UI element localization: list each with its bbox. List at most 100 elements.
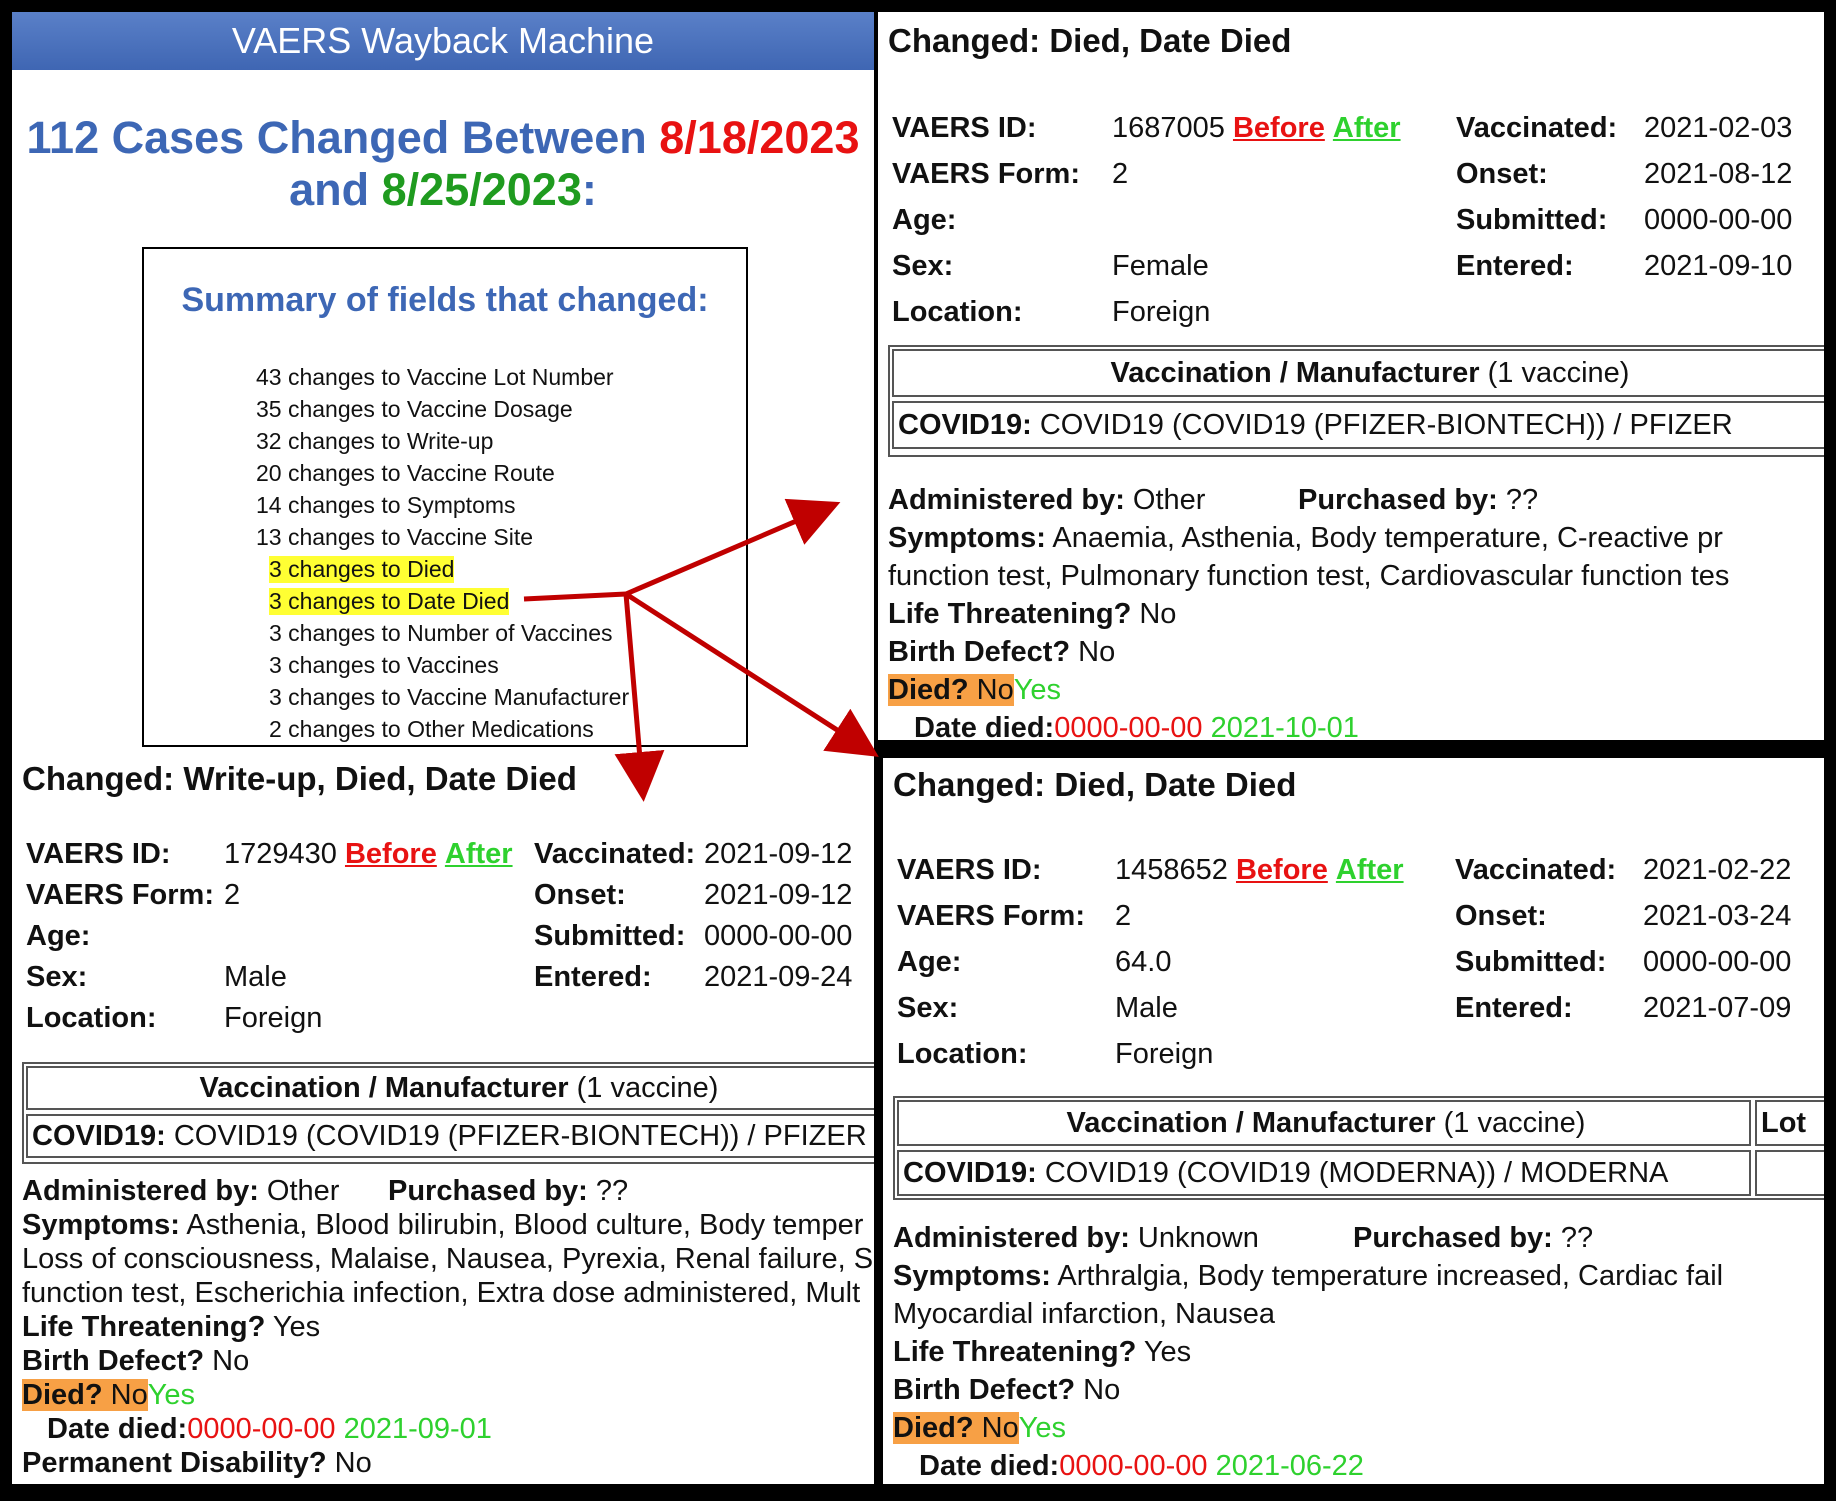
symptoms-line-3: function test, Escherichia infection, Ex… xyxy=(22,1277,861,1309)
headline-and: and xyxy=(289,164,382,215)
date-died-after: 2021-09-01 xyxy=(335,1413,492,1445)
after-link[interactable]: After xyxy=(1332,112,1401,144)
birth-defect-label: Birth Defect? xyxy=(893,1374,1076,1406)
vaers-id-value: 1687005 xyxy=(1112,112,1225,144)
birth-defect-line: Birth Defect? No xyxy=(888,636,1115,669)
date-died-line: Date died:0000-00-00 2021-10-01 xyxy=(914,712,1359,740)
record-changed-title: Changed: Died, Date Died xyxy=(893,766,1297,803)
vaccine-name: COVID19 (COVID19 (MODERNA)) / MODERNA xyxy=(1036,1157,1669,1189)
table-header-count: (1 vaccine) xyxy=(568,1072,719,1104)
vaccination-table: Vaccination / Manufacturer (1 vaccine) C… xyxy=(888,345,1824,457)
record-changed-title: Changed: Write-up, Died, Date Died xyxy=(22,760,577,797)
birth-defect-line: Birth Defect? No xyxy=(22,1345,249,1378)
vaccine-row: COVID19: COVID19 (COVID19 (PFIZER-BIONTE… xyxy=(26,1114,874,1158)
table-header-bold: Vaccination / Manufacturer xyxy=(199,1072,569,1104)
life-threatening-value: No xyxy=(1131,598,1177,630)
bottom-right-panel: Changed: Died, Date Died VAERS ID: 14586… xyxy=(883,758,1824,1484)
life-threatening-value: Yes xyxy=(265,1311,321,1343)
onset-value: 2021-09-12 xyxy=(704,879,853,911)
headline-line-2: and 8/25/2023: xyxy=(12,164,874,216)
submitted-label: Submitted: xyxy=(1455,946,1607,978)
symptoms-line-2: Loss of consciousness, Malaise, Nausea, … xyxy=(22,1243,874,1275)
vaers-id-label: VAERS ID: xyxy=(26,838,171,870)
submitted-label: Submitted: xyxy=(1456,204,1608,236)
date-died-line: Date died:0000-00-00 2021-06-22 xyxy=(919,1450,1364,1483)
vaccine-row: COVID19: COVID19 (COVID19 (PFIZER-BIONTE… xyxy=(892,401,1824,449)
summary-item-died-highlighted: 3 changes to Died xyxy=(269,556,455,583)
died-badge: Died? No xyxy=(888,674,1014,706)
location-label: Location: xyxy=(26,1002,157,1034)
before-link[interactable]: Before xyxy=(1232,112,1325,144)
date-died-after: 2021-06-22 xyxy=(1207,1450,1364,1482)
sex-value: Female xyxy=(1112,250,1209,282)
summary-item: 20 changes to Vaccine Route xyxy=(256,460,555,486)
died-before-value: No xyxy=(102,1379,148,1411)
entered-label: Entered: xyxy=(534,961,652,993)
life-threatening-line: Life Threatening? Yes xyxy=(893,1336,1191,1369)
after-link[interactable]: After xyxy=(1335,854,1404,886)
vaers-form-value: 2 xyxy=(1115,900,1132,932)
symptoms-line: Symptoms: Asthenia, Blood bilirubin, Blo… xyxy=(22,1209,863,1242)
summary-box: Summary of fields that changed: 43 chang… xyxy=(142,247,748,747)
submitted-label: Submitted: xyxy=(534,920,686,952)
vaers-id-value: 1458652 xyxy=(1115,854,1228,886)
vaccination-table-header: Vaccination / Manufacturer (1 vaccine) xyxy=(892,349,1824,397)
died-line: Died? NoYes xyxy=(22,1379,195,1412)
died-label: Died? xyxy=(888,674,969,706)
summary-item: 13 changes to Vaccine Site xyxy=(256,524,534,550)
administered-line: Administered by: Unknown xyxy=(893,1222,1259,1255)
vaccine-name: COVID19 (COVID19 (PFIZER-BIONTECH)) / PF… xyxy=(165,1120,867,1152)
age-label: Age: xyxy=(897,946,962,978)
administered-label: Administered by: xyxy=(893,1222,1130,1254)
sex-label: Sex: xyxy=(892,250,954,282)
vaers-id-value: 1729430 xyxy=(224,838,337,870)
life-threatening-line: Life Threatening? Yes xyxy=(22,1311,320,1344)
date-died-label: Date died: xyxy=(47,1413,188,1445)
symptoms-value: Arthralgia, Body temperature increased, … xyxy=(1050,1260,1724,1292)
died-label: Died? xyxy=(893,1412,974,1444)
purchased-label: Purchased by: xyxy=(388,1175,588,1207)
vaers-form-label: VAERS Form: xyxy=(897,900,1085,932)
died-badge: Died? No xyxy=(893,1412,1019,1444)
disability-line: Permanent Disability? No xyxy=(22,1447,372,1480)
symptoms-value: Anaemia, Asthenia, Body temperature, C-r… xyxy=(1045,522,1723,554)
vaccine-row: COVID19: COVID19 (COVID19 (MODERNA)) / M… xyxy=(897,1150,1751,1196)
administered-line: Administered by: Other xyxy=(888,484,1205,517)
location-label: Location: xyxy=(897,1038,1028,1070)
sex-label: Sex: xyxy=(897,992,959,1024)
symptoms-line: Symptoms: Arthralgia, Body temperature i… xyxy=(893,1260,1723,1293)
before-link[interactable]: Before xyxy=(1235,854,1328,886)
vaccination-table-header: Vaccination / Manufacturer (1 vaccine) xyxy=(26,1066,874,1110)
after-link[interactable]: After xyxy=(444,838,513,870)
date-died-before: 0000-00-00 xyxy=(1059,1450,1208,1482)
vaccination-table-header: Vaccination / Manufacturer (1 vaccine) xyxy=(897,1100,1751,1146)
symptoms-line-2: function test, Pulmonary function test, … xyxy=(888,560,1730,592)
submitted-value: 0000-00-00 xyxy=(704,920,853,952)
arrow-to-top-right-icon xyxy=(625,498,841,597)
onset-label: Onset: xyxy=(534,879,626,911)
birth-defect-label: Birth Defect? xyxy=(888,636,1071,668)
died-label: Died? xyxy=(22,1379,103,1411)
symptoms-line-2: Myocardial infarction, Nausea xyxy=(893,1298,1276,1330)
headline-text: 112 Cases Changed Between xyxy=(26,112,660,163)
summary-item-date-died-highlighted: 3 changes to Date Died xyxy=(269,588,510,615)
before-link[interactable]: Before xyxy=(344,838,437,870)
vaccinated-label: Vaccinated: xyxy=(534,838,696,870)
vaers-form-value: 2 xyxy=(224,879,241,911)
summary-item: 3 changes to Vaccines xyxy=(269,652,499,678)
onset-value: 2021-08-12 xyxy=(1644,158,1793,190)
died-after-value: Yes xyxy=(1013,674,1062,706)
vaers-id-label: VAERS ID: xyxy=(892,112,1037,144)
life-threatening-label: Life Threatening? xyxy=(888,598,1132,630)
vaccinated-label: Vaccinated: xyxy=(1455,854,1617,886)
headline-line-1: 112 Cases Changed Between 8/18/2023 xyxy=(12,112,874,164)
location-value: Foreign xyxy=(1112,296,1211,328)
onset-label: Onset: xyxy=(1456,158,1548,190)
died-after-value: Yes xyxy=(147,1379,196,1411)
summary-item: 35 changes to Vaccine Dosage xyxy=(256,396,573,422)
vaccination-table: Vaccination / Manufacturer (1 vaccine) C… xyxy=(22,1062,874,1164)
vaers-form-label: VAERS Form: xyxy=(892,158,1080,190)
vaccine-type: COVID19: xyxy=(898,409,1032,441)
vaers-form-label: VAERS Form: xyxy=(26,879,214,911)
